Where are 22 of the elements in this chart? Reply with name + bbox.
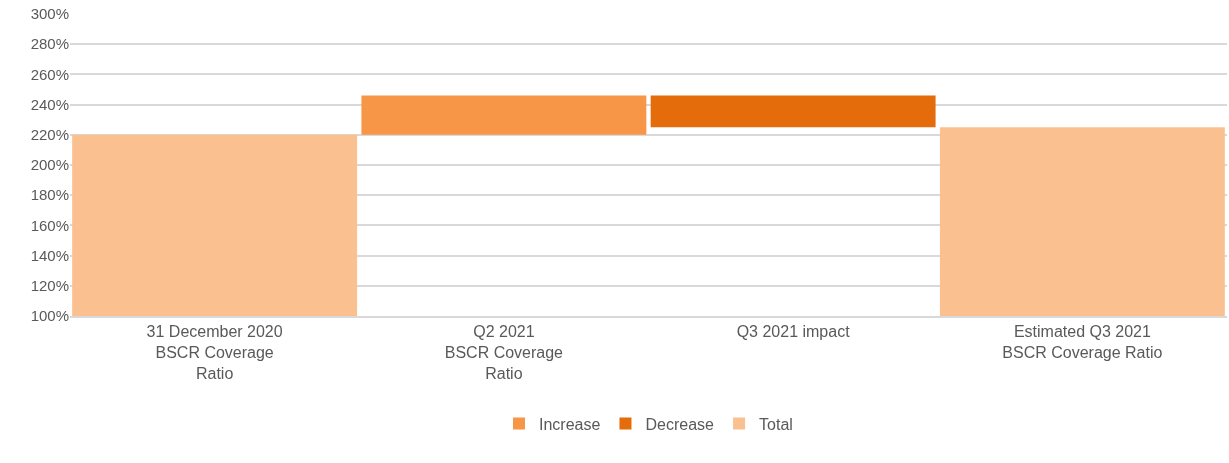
y-tick-label: 260% [30, 65, 69, 83]
y-tick-label: 200% [30, 156, 69, 174]
y-tick-label: 160% [30, 216, 69, 234]
x-tick-label: Q2 2021 BSCR Coverage Ratio [444, 322, 564, 382]
y-tick-label: 120% [30, 277, 69, 295]
bar [939, 127, 1225, 316]
legend-label: Increase [539, 415, 601, 433]
bar [650, 95, 936, 128]
x-tick-label: Estimated Q3 2021 BSCR Coverage Ratio [1002, 322, 1163, 361]
y-tick-label: 140% [30, 246, 69, 264]
y-tick-label: 280% [30, 35, 69, 53]
legend-label: Total [759, 415, 793, 433]
y-tick-label: 220% [30, 126, 69, 144]
y-tick-label: 240% [30, 95, 69, 113]
bar [72, 134, 358, 316]
x-tick-label: 31 December 2020 BSCR Coverage Ratio [146, 322, 283, 382]
legend-label: Decrease [645, 415, 715, 433]
bar [361, 95, 647, 135]
y-tick-label: 180% [30, 186, 69, 204]
y-tick-label: 100% [30, 307, 69, 325]
x-tick-label: Q3 2021 impact [736, 322, 851, 340]
y-tick-label: 300% [30, 5, 69, 23]
